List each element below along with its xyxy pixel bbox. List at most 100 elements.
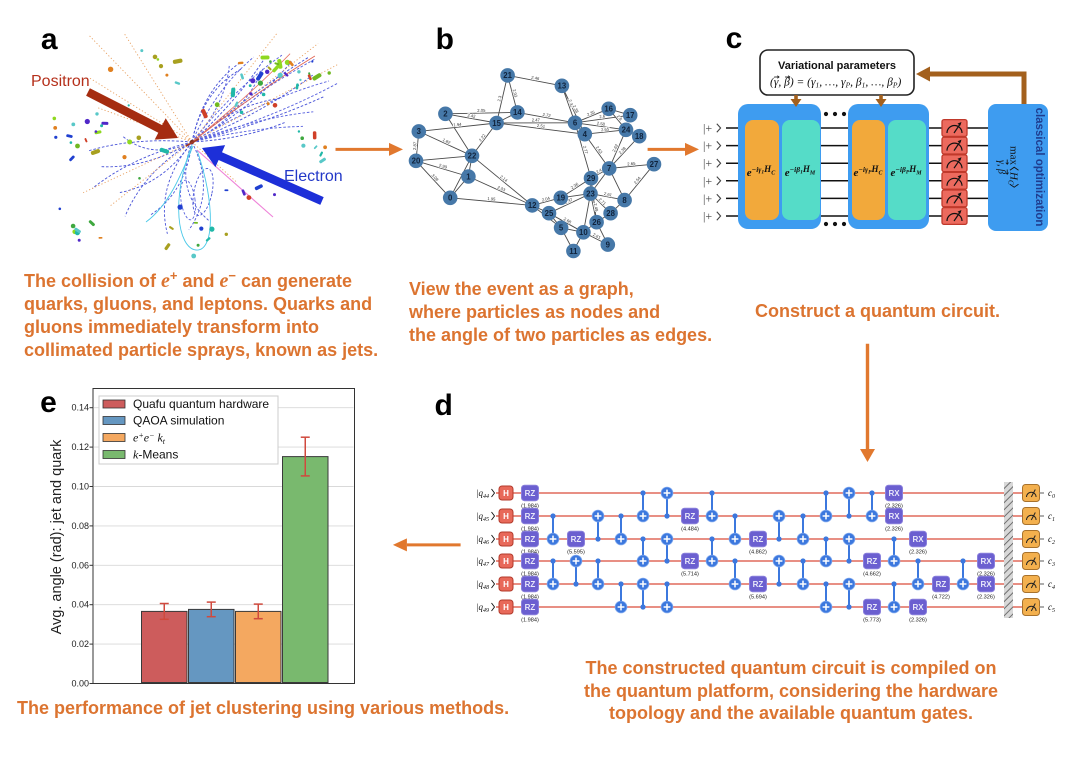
svg-text:(1.984): (1.984): [521, 572, 539, 578]
svg-text:18: 18: [635, 132, 644, 141]
svg-text:2.58: 2.58: [596, 121, 605, 127]
svg-text:RZ: RZ: [525, 580, 536, 589]
svg-text:15: 15: [492, 119, 501, 128]
svg-text:2.65: 2.65: [601, 126, 610, 132]
svg-text:21: 21: [503, 71, 512, 80]
svg-text:1.94: 1.94: [453, 122, 462, 128]
svg-text:H: H: [503, 603, 509, 612]
svg-text:Variational parameters: Variational parameters: [778, 60, 896, 72]
svg-text:2.46: 2.46: [531, 75, 541, 82]
svg-text:10: 10: [579, 228, 588, 237]
svg-text:Avg. angle (rad): jet and quar: Avg. angle (rad): jet and quark: [49, 439, 65, 635]
svg-text:(5.595): (5.595): [567, 550, 585, 556]
svg-text:2.47: 2.47: [532, 118, 541, 123]
svg-text:17: 17: [626, 111, 635, 120]
svg-text:0.10: 0.10: [71, 482, 89, 492]
svg-text:H: H: [503, 512, 509, 521]
svg-text:2.49: 2.49: [593, 203, 600, 213]
svg-text:(γ, β) = (γ1, …, γP, β1, …, βP: (γ, β) = (γ1, …, γP, β1, …, βP): [770, 76, 901, 89]
svg-text:(1.984): (1.984): [521, 527, 539, 533]
svg-text:8: 8: [622, 196, 627, 205]
svg-text:RZ: RZ: [867, 557, 878, 566]
svg-text:c0: c0: [1048, 488, 1055, 500]
svg-text:9: 9: [606, 240, 611, 249]
svg-text:2.65: 2.65: [627, 161, 636, 167]
svg-text:c2: c2: [1048, 534, 1055, 546]
svg-text:0.02: 0.02: [71, 639, 89, 649]
svg-text:0: 0: [448, 194, 453, 203]
svg-text:1.82: 1.82: [442, 137, 452, 145]
svg-text:25: 25: [545, 209, 554, 218]
svg-text:5: 5: [559, 224, 564, 233]
svg-text:RZ: RZ: [525, 512, 536, 521]
svg-text:(1.984): (1.984): [521, 550, 539, 556]
svg-text:(5.694): (5.694): [749, 595, 767, 601]
svg-text:H: H: [503, 557, 509, 566]
svg-text:(4.662): (4.662): [863, 572, 881, 578]
svg-text:RX: RX: [888, 489, 900, 498]
svg-text:2.05: 2.05: [477, 108, 486, 113]
svg-text:13: 13: [558, 82, 567, 91]
svg-text:2.04: 2.04: [541, 195, 551, 202]
svg-text:23: 23: [586, 189, 595, 198]
svg-text:RX: RX: [980, 557, 992, 566]
svg-text:0.06: 0.06: [71, 560, 89, 570]
svg-text:|+: |+: [703, 174, 712, 188]
svg-text:0.00: 0.00: [71, 679, 89, 689]
svg-text:7: 7: [607, 164, 611, 173]
svg-text:2.71: 2.71: [598, 197, 608, 207]
svg-text:(1.984): (1.984): [521, 618, 539, 624]
svg-text:2.35: 2.35: [586, 109, 596, 117]
svg-text:3: 3: [417, 127, 422, 136]
svg-text:RZ: RZ: [525, 557, 536, 566]
svg-text:|+: |+: [703, 156, 712, 170]
svg-text:2.38: 2.38: [618, 145, 628, 155]
svg-text:QAOA simulation: QAOA simulation: [133, 414, 224, 428]
svg-text:2.6: 2.6: [599, 113, 606, 119]
svg-text:RX: RX: [980, 580, 992, 589]
svg-text:12: 12: [528, 201, 537, 210]
svg-text:RZ: RZ: [685, 512, 696, 521]
svg-text:1: 1: [466, 172, 471, 181]
svg-text:6: 6: [573, 119, 578, 128]
svg-text:RZ: RZ: [685, 557, 696, 566]
svg-text:|q49: |q49: [476, 602, 489, 614]
svg-text:0.04: 0.04: [71, 600, 89, 610]
svg-text:|+: |+: [703, 121, 712, 135]
svg-text:(2.326): (2.326): [977, 595, 995, 601]
svg-text:|q44: |q44: [476, 488, 489, 500]
svg-text:24: 24: [622, 126, 631, 135]
svg-text:11: 11: [569, 247, 578, 256]
svg-text:3.08: 3.08: [430, 173, 440, 183]
svg-text:2: 2: [443, 110, 448, 119]
svg-text:|q45: |q45: [476, 511, 489, 523]
svg-text:2.4: 2.4: [595, 167, 603, 174]
svg-text:RX: RX: [912, 535, 924, 544]
svg-text:(4.722): (4.722): [932, 595, 950, 601]
svg-text:2.37: 2.37: [564, 197, 574, 205]
svg-text:RZ: RZ: [525, 489, 536, 498]
svg-text:0.08: 0.08: [71, 521, 89, 531]
svg-text:c1: c1: [1048, 511, 1055, 523]
svg-text:|q47: |q47: [476, 556, 490, 568]
svg-text:RZ: RZ: [525, 535, 536, 544]
svg-text:2.54: 2.54: [633, 175, 642, 185]
svg-text:2.99: 2.99: [438, 163, 448, 170]
svg-text:29: 29: [587, 174, 596, 183]
svg-text:(2.326): (2.326): [885, 504, 903, 510]
svg-text:Quafu quantum hardware: Quafu quantum hardware: [133, 397, 269, 411]
svg-text:2.14: 2.14: [499, 174, 509, 183]
svg-text:2.72: 2.72: [542, 112, 552, 118]
svg-text:Positron: Positron: [31, 73, 90, 90]
svg-text:c4: c4: [1048, 579, 1055, 591]
svg-text:(2.326): (2.326): [977, 572, 995, 578]
svg-text:27: 27: [650, 160, 659, 169]
svg-text:H: H: [503, 489, 509, 498]
svg-text:26: 26: [592, 218, 601, 227]
svg-text:(2.326): (2.326): [909, 618, 927, 624]
svg-text:0.12: 0.12: [71, 442, 89, 452]
svg-text:2.36: 2.36: [570, 181, 580, 190]
svg-text:|+: |+: [703, 139, 712, 153]
svg-text:2.62: 2.62: [611, 143, 619, 153]
svg-text:2.03: 2.03: [497, 185, 507, 193]
